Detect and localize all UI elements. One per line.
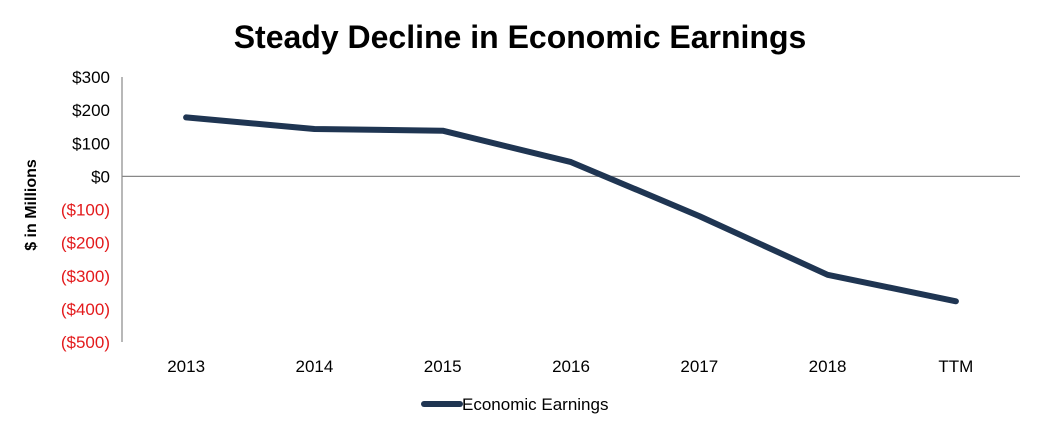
legend: Economic Earnings: [421, 395, 608, 414]
legend-label: Economic Earnings: [462, 395, 608, 414]
data-point: [314, 129, 315, 130]
y-tick-label: ($400): [61, 300, 110, 319]
y-axis-label: $ in Millions: [23, 159, 40, 251]
x-tick-label: 2016: [552, 357, 590, 376]
data-point: [827, 274, 828, 275]
x-axis: 2013 2014 2015 2016 2017 2018 TTM: [122, 175, 1020, 376]
x-tick-label: TTM: [938, 357, 973, 376]
series-line: [183, 114, 959, 305]
x-tick-label: 2018: [809, 357, 847, 376]
data-point: [699, 216, 700, 217]
series-layer: [183, 114, 959, 305]
y-tick-label: ($500): [61, 333, 110, 352]
y-tick-label: $0: [91, 167, 110, 186]
data-point: [442, 130, 443, 131]
x-tick-label: 2015: [424, 357, 462, 376]
y-tick-label: $300: [72, 68, 110, 87]
data-point: [571, 162, 572, 163]
chart-title: Steady Decline in Economic Earnings: [234, 19, 807, 55]
y-tick-label: ($200): [61, 234, 110, 253]
y-tick-label: $100: [72, 134, 110, 153]
y-tick-label: ($100): [61, 201, 110, 220]
x-tick-label: 2017: [680, 357, 718, 376]
data-point: [186, 117, 187, 118]
x-tick-label: 2014: [296, 357, 334, 376]
data-point: [955, 301, 956, 302]
y-tick-label: $200: [72, 101, 110, 120]
y-axis: $300 $200 $100 $0 ($100) ($200) ($300) ($400) ($…: [61, 68, 123, 352]
x-tick-label: 2013: [167, 357, 205, 376]
y-tick-label: ($300): [61, 267, 110, 286]
